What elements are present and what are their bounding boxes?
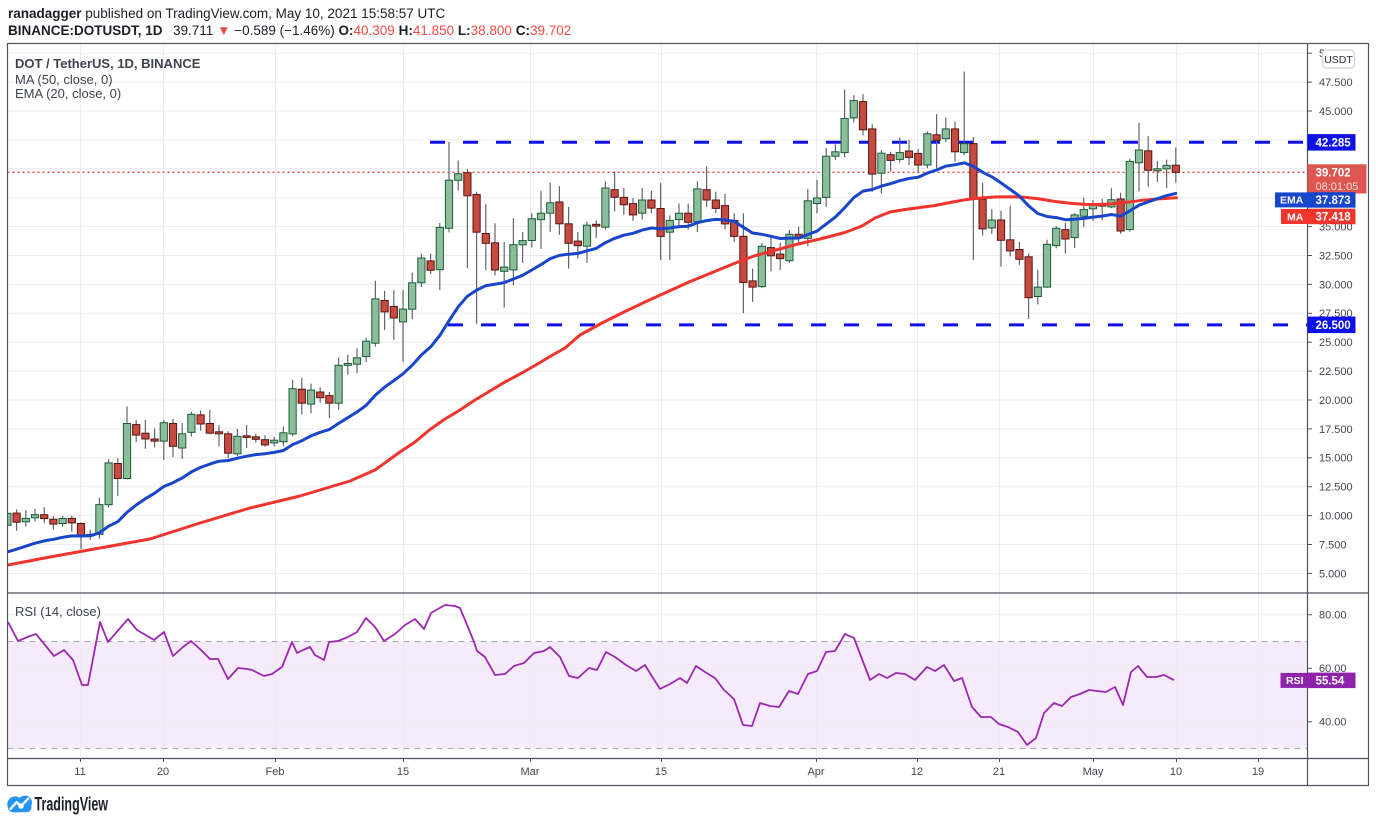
svg-text:RSI: RSI [1286, 675, 1304, 687]
svg-text:MA: MA [1287, 211, 1304, 223]
svg-text:RSI (14, close): RSI (14, close) [15, 604, 101, 619]
svg-text:ranadagger published on Tradin: ranadagger published on TradingView.com,… [8, 6, 446, 21]
svg-text:47.500: 47.500 [1319, 77, 1353, 89]
svg-text:25.000: 25.000 [1319, 337, 1353, 349]
svg-text:22.500: 22.500 [1319, 366, 1353, 378]
svg-text:5.000: 5.000 [1319, 568, 1347, 580]
svg-text:30.000: 30.000 [1319, 279, 1353, 291]
svg-text:EMA: EMA [1280, 195, 1304, 207]
svg-text:20.000: 20.000 [1319, 395, 1353, 407]
svg-text:08:01:05: 08:01:05 [1316, 181, 1359, 193]
svg-text:40.00: 40.00 [1319, 717, 1347, 729]
svg-text:Apr: Apr [807, 766, 824, 778]
svg-text:20: 20 [157, 766, 169, 778]
svg-text:21: 21 [993, 766, 1005, 778]
svg-text:Feb: Feb [266, 766, 285, 778]
svg-text:EMA (20, close, 0): EMA (20, close, 0) [15, 86, 121, 101]
svg-text:DOT / TetherUS, 1D, BINANCE: DOT / TetherUS, 1D, BINANCE [15, 56, 201, 71]
svg-text:39.702: 39.702 [1316, 168, 1351, 180]
svg-text:Mar: Mar [521, 766, 540, 778]
svg-text:BINANCE:DOTUSDT, 1D 39.711 ▼: BINANCE:DOTUSDT, 1D 39.711 ▼ −0.589 (−1.… [8, 23, 571, 38]
svg-text:19: 19 [1252, 766, 1264, 778]
svg-text:12.500: 12.500 [1319, 482, 1353, 494]
svg-text:May: May [1083, 766, 1104, 778]
svg-text:7.500: 7.500 [1319, 539, 1347, 551]
svg-text:10: 10 [1170, 766, 1182, 778]
svg-text:12: 12 [911, 766, 923, 778]
svg-text:42.285: 42.285 [1316, 137, 1352, 149]
svg-text:35.000: 35.000 [1319, 222, 1353, 234]
svg-text:TradingView: TradingView [35, 794, 109, 815]
svg-text:15.000: 15.000 [1319, 453, 1353, 465]
svg-text:10.000: 10.000 [1319, 511, 1353, 523]
svg-text:11: 11 [74, 766, 85, 778]
svg-text:37.418: 37.418 [1316, 212, 1352, 224]
svg-text:15: 15 [655, 766, 667, 778]
svg-text:60.00: 60.00 [1319, 663, 1347, 675]
svg-text:32.500: 32.500 [1319, 250, 1353, 262]
svg-text:55.54: 55.54 [1316, 676, 1345, 688]
svg-text:USDT: USDT [1324, 54, 1353, 66]
svg-text:MA (50, close, 0): MA (50, close, 0) [15, 72, 113, 87]
svg-text:45.000: 45.000 [1319, 106, 1353, 118]
svg-text:15: 15 [397, 766, 409, 778]
svg-text:80.00: 80.00 [1319, 610, 1347, 622]
svg-text:37.873: 37.873 [1316, 195, 1351, 207]
svg-text:17.500: 17.500 [1319, 424, 1353, 436]
svg-text:26.500: 26.500 [1316, 320, 1351, 332]
